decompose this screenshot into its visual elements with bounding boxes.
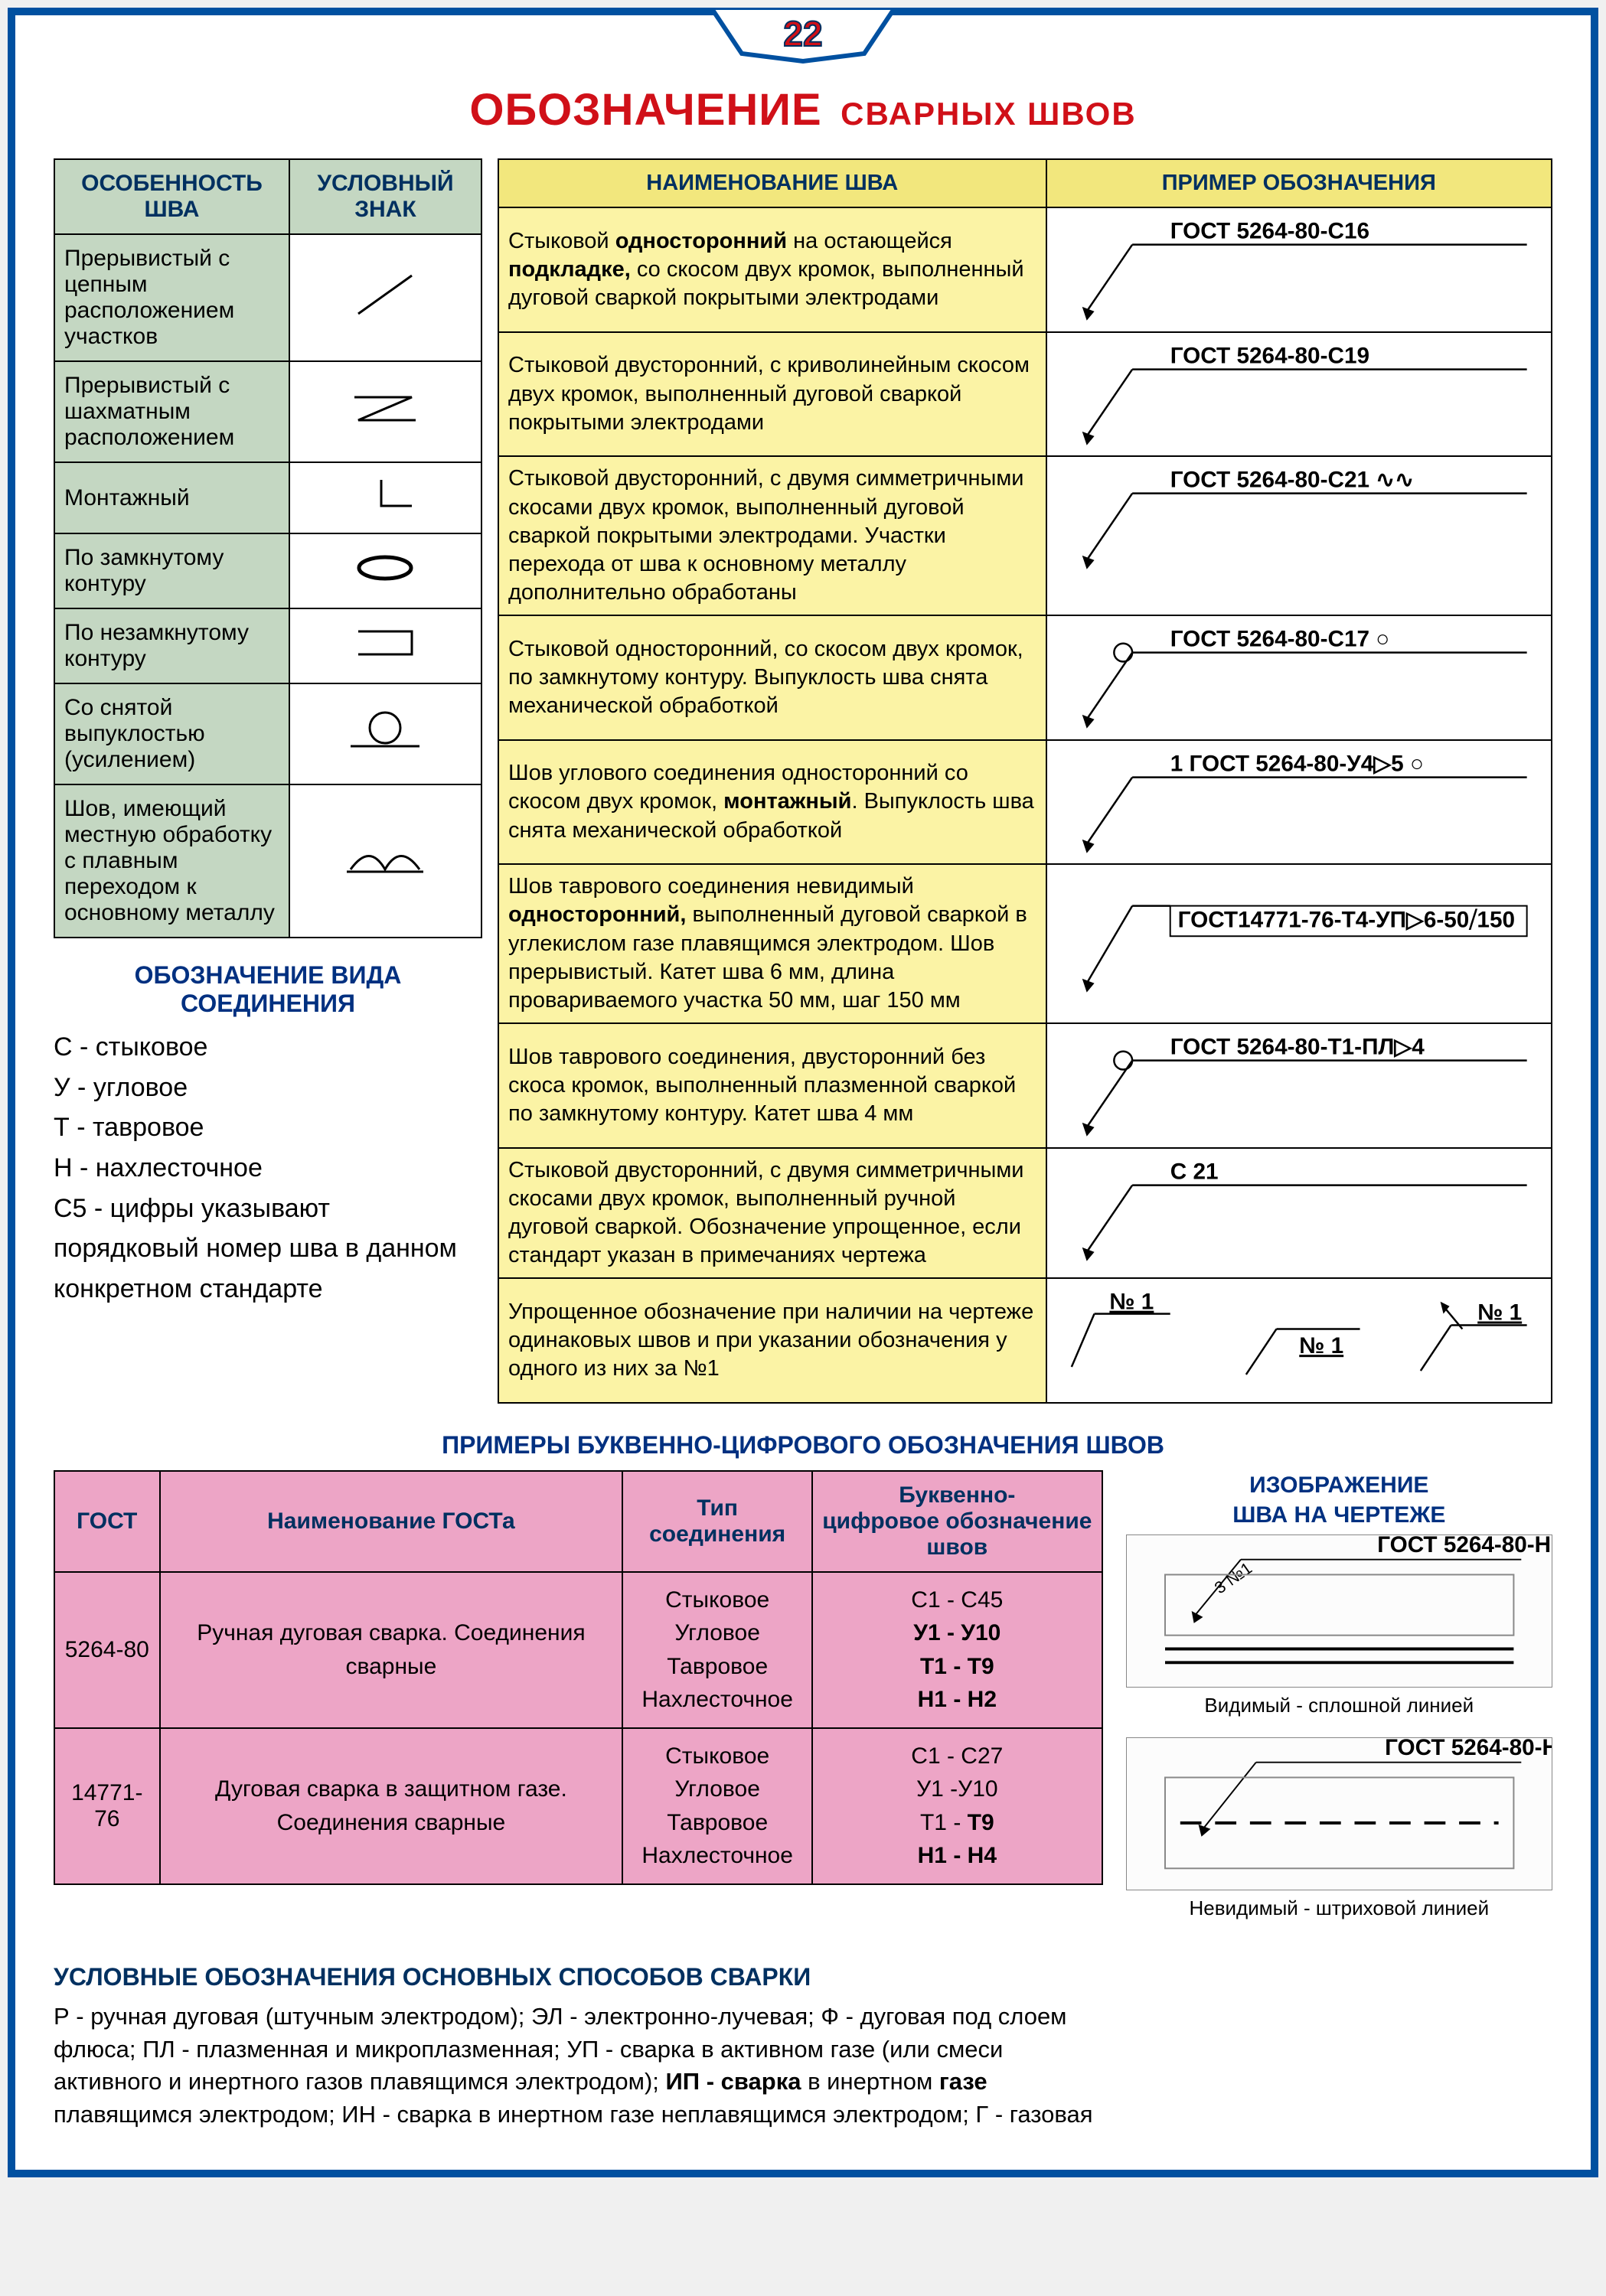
symbol-row-label: Шов, имеющий местную обработку с плавным…: [54, 784, 289, 938]
visible-weld-figure: ГОСТ 5264-80-Н1 3 №1: [1126, 1534, 1552, 1688]
example-symbol: ГОСТ 5264-80-Т1-ПЛ▷4: [1046, 1023, 1552, 1148]
symbols-table: ОСОБЕННОСТЬ ШВА УСЛОВНЫЙ ЗНАК Прерывисты…: [54, 158, 482, 938]
lower-section: ГОСТНаименование ГОСТаТип соединенияБукв…: [54, 1470, 1552, 1940]
green-header-right: УСЛОВНЫЙ ЗНАК: [289, 159, 481, 234]
pink-name: Дуговая сварка в защитном газе. Соединен…: [160, 1728, 623, 1884]
symbol-row-icon: [289, 784, 481, 938]
symbol-row-label: По незамкнутому контуру: [54, 608, 289, 683]
symbol-row-icon: [289, 234, 481, 361]
pink-header: Тип соединения: [622, 1471, 812, 1572]
pink-types: СтыковоеУгловоеТавровоеНахлесточное: [622, 1728, 812, 1884]
svg-text:ГОСТ14771-76-Т4-УП▷6-50⧸150: ГОСТ14771-76-Т4-УП▷6-50⧸150: [1177, 908, 1514, 933]
example-desc: Стыковой двусторонний, с двумя симметрич…: [498, 1148, 1046, 1278]
gost-table: ГОСТНаименование ГОСТаТип соединенияБукв…: [54, 1470, 1103, 1885]
symbol-row-label: Прерывистый с цепным расположением участ…: [54, 234, 289, 361]
yellow-header-right: ПРИМЕР ОБОЗНАЧЕНИЯ: [1046, 159, 1552, 207]
symbol-row-label: Со снятой выпуклостью (усилением): [54, 683, 289, 784]
pink-gost: 5264-80: [54, 1572, 160, 1728]
svg-text:22: 22: [783, 14, 822, 54]
title-main: ОБОЗНАЧЕНИЕ: [469, 85, 821, 135]
symbol-row-icon: [289, 608, 481, 683]
page-title: ОБОЗНАЧЕНИЕ СВАРНЫХ ШВОВ: [54, 84, 1552, 135]
svg-text:ГОСТ 5264-80-С19: ГОСТ 5264-80-С19: [1170, 343, 1369, 368]
pink-title: ПРИМЕРЫ БУКВЕННО-ЦИФРОВОГО ОБОЗНАЧЕНИЯ Ш…: [54, 1431, 1552, 1459]
example-symbol: 1 ГОСТ 5264-80-У4▷5 ○: [1046, 740, 1552, 865]
upper-section: ОСОБЕННОСТЬ ШВА УСЛОВНЫЙ ЗНАК Прерывисты…: [54, 158, 1552, 1404]
page: 22 ОБОЗНАЧЕНИЕ СВАРНЫХ ШВОВ ОСОБЕННОСТЬ …: [8, 8, 1598, 2177]
pink-header: ГОСТ: [54, 1471, 160, 1572]
drawing-side: ИЗОБРАЖЕНИЕШВА НА ЧЕРТЕЖЕ ГОСТ 5264-80-Н…: [1126, 1470, 1552, 1940]
svg-text:ГОСТ 5264-80-Н1: ГОСТ 5264-80-Н1: [1385, 1738, 1552, 1760]
examples-table: НАИМЕНОВАНИЕ ШВА ПРИМЕР ОБОЗНАЧЕНИЯ Стык…: [498, 158, 1552, 1404]
svg-text:ГОСТ 5264-80-С21 ∿∿: ГОСТ 5264-80-С21 ∿∿: [1170, 468, 1413, 493]
example-symbol: ГОСТ14771-76-Т4-УП▷6-50⧸150: [1046, 864, 1552, 1023]
symbol-row-label: Монтажный: [54, 462, 289, 533]
symbol-row-icon: [289, 462, 481, 533]
connection-title: ОБОЗНАЧЕНИЕ ВИДА СОЕДИНЕНИЯ: [54, 961, 482, 1018]
pink-types: СтыковоеУгловоеТавровоеНахлесточное: [622, 1572, 812, 1728]
invisible-weld-figure: ГОСТ 5264-80-Н1: [1126, 1737, 1552, 1890]
svg-text:№ 1: № 1: [1299, 1333, 1343, 1358]
page-badge: 22: [711, 8, 895, 73]
svg-text:ГОСТ 5264-80-С17 ○: ГОСТ 5264-80-С17 ○: [1170, 627, 1389, 652]
pink-header: Наименование ГОСТа: [160, 1471, 623, 1572]
pink-codes: С1 - С27У1 -У10Т1 - Т9Н1 - Н4: [812, 1728, 1102, 1884]
connection-list: С - стыковоеУ - угловоеТ - тавровоеН - н…: [54, 1027, 482, 1309]
svg-text:ГОСТ 5264-80-Т1-ПЛ▷4: ГОСТ 5264-80-Т1-ПЛ▷4: [1170, 1035, 1424, 1060]
symbol-row-icon: [289, 361, 481, 462]
svg-text:1 ГОСТ 5264-80-У4▷5 ○: 1 ГОСТ 5264-80-У4▷5 ○: [1170, 751, 1423, 776]
methods-body: Р - ручная дуговая (штучным электродом);…: [54, 2001, 1103, 2131]
example-desc: Упрощенное обозначение при наличии на че…: [498, 1278, 1046, 1403]
example-symbol: № 1 № 1 № 1: [1046, 1278, 1552, 1403]
symbol-row-label: По замкнутому контуру: [54, 533, 289, 608]
pink-codes: С1 - С45У1 - У10Т1 - Т9Н1 - Н2: [812, 1572, 1102, 1728]
example-symbol: ГОСТ 5264-80-С17 ○: [1046, 615, 1552, 740]
example-symbol: С 21: [1046, 1148, 1552, 1278]
symbol-row-icon: [289, 533, 481, 608]
example-desc: Стыковой двусторонний, с криволинейным с…: [498, 332, 1046, 457]
invisible-caption: Невидимый - штриховой линией: [1126, 1896, 1552, 1920]
svg-text:3 №1: 3 №1: [1210, 1558, 1255, 1597]
svg-text:№ 1: № 1: [1109, 1290, 1154, 1315]
example-desc: Стыковой односторонний на остающейся под…: [498, 207, 1046, 332]
example-desc: Стыковой двусторонний, с двумя симметрич…: [498, 456, 1046, 615]
example-symbol: ГОСТ 5264-80-С21 ∿∿: [1046, 456, 1552, 615]
pink-gost: 14771-76: [54, 1728, 160, 1884]
right-column: НАИМЕНОВАНИЕ ШВА ПРИМЕР ОБОЗНАЧЕНИЯ Стык…: [498, 158, 1552, 1404]
svg-text:С 21: С 21: [1170, 1159, 1218, 1184]
left-column: ОСОБЕННОСТЬ ШВА УСЛОВНЫЙ ЗНАК Прерывисты…: [54, 158, 482, 1404]
symbol-row-label: Прерывистый с шахматным расположением: [54, 361, 289, 462]
drawing-title: ИЗОБРАЖЕНИЕШВА НА ЧЕРТЕЖЕ: [1126, 1470, 1552, 1530]
svg-text:ГОСТ 5264-80-С16: ГОСТ 5264-80-С16: [1170, 219, 1369, 244]
yellow-header-left: НАИМЕНОВАНИЕ ШВА: [498, 159, 1046, 207]
example-symbol: ГОСТ 5264-80-С19: [1046, 332, 1552, 457]
pink-name: Ручная дуговая сварка. Соединения сварны…: [160, 1572, 623, 1728]
svg-text:№ 1: № 1: [1477, 1300, 1522, 1326]
pink-header: Буквенно-цифровое обозначение швов: [812, 1471, 1102, 1572]
example-desc: Шов углового соединения односторонний со…: [498, 740, 1046, 865]
example-desc: Шов таврового соединения, двусторонний б…: [498, 1023, 1046, 1148]
svg-text:ГОСТ 5264-80-Н1: ГОСТ 5264-80-Н1: [1377, 1535, 1552, 1557]
title-sub: СВАРНЫХ ШВОВ: [841, 96, 1137, 132]
methods-title: УСЛОВНЫЕ ОБОЗНАЧЕНИЯ ОСНОВНЫХ СПОСОБОВ С…: [54, 1963, 1552, 1991]
example-symbol: ГОСТ 5264-80-С16: [1046, 207, 1552, 332]
green-header-left: ОСОБЕННОСТЬ ШВА: [54, 159, 289, 234]
symbol-row-icon: [289, 683, 481, 784]
visible-caption: Видимый - сплошной линией: [1126, 1694, 1552, 1717]
example-desc: Стыковой односторонний, со скосом двух к…: [498, 615, 1046, 740]
example-desc: Шов таврового соединения невидимый однос…: [498, 864, 1046, 1023]
